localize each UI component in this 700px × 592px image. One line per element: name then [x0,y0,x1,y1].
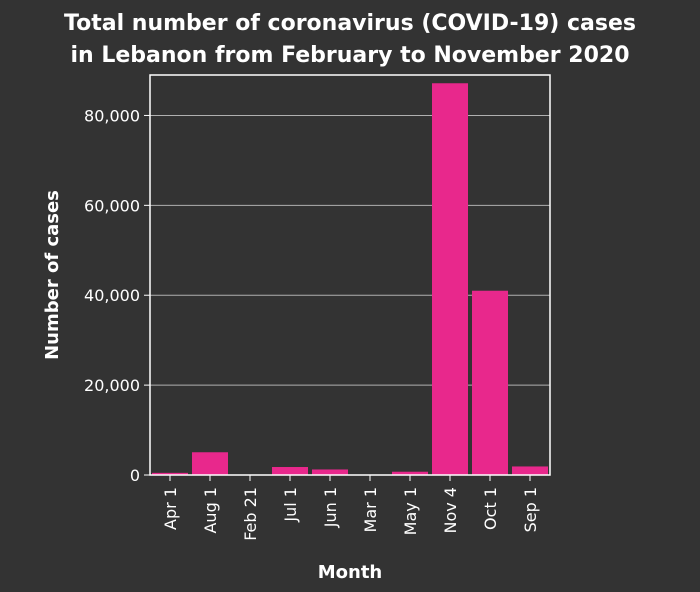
bar [312,469,348,475]
bar [432,83,468,476]
bar [472,290,508,475]
bar [192,452,228,475]
bar [272,467,308,475]
x-tick-label: Oct 1 [481,487,500,530]
bar-series [152,83,548,476]
y-axis-ticks: 0 20,000 40,000 60,000 80,000 [84,106,150,485]
chart-title: Total number of coronavirus (COVID-19) c… [64,11,636,68]
x-tick-label: Feb 21 [241,487,260,541]
axes [149,74,551,476]
y-tick-label: 40,000 [84,286,140,305]
y-axis-label: Number of cases [42,190,63,360]
x-tick-label: Mar 1 [361,487,380,532]
x-tick-label: May 1 [401,487,420,535]
bar [512,466,548,475]
y-tick-label: 20,000 [84,376,140,395]
x-tick-label: Apr 1 [161,487,180,530]
bar [392,471,428,475]
x-tick-label: Aug 1 [201,487,220,534]
x-tick-label: Jun 1 [321,487,340,528]
chart-title-line-1: Total number of coronavirus (COVID-19) c… [64,11,636,36]
x-axis-label: Month [318,562,383,583]
y-tick-label: 60,000 [84,196,140,215]
plot-frame [149,74,551,476]
bar [152,472,188,475]
x-tick-label: Jul 1 [281,487,300,523]
chart-title-line-2: in Lebanon from February to November 202… [70,43,629,68]
x-axis-ticks: Apr 1 Aug 1 Feb 21 Jul 1 Jun 1 Mar 1 May 1 Nov … [161,475,540,541]
y-tick-label: 0 [130,466,140,485]
y-tick-label: 80,000 [84,106,140,125]
x-tick-label: Nov 4 [441,487,460,534]
x-tick-label: Sep 1 [521,487,540,532]
